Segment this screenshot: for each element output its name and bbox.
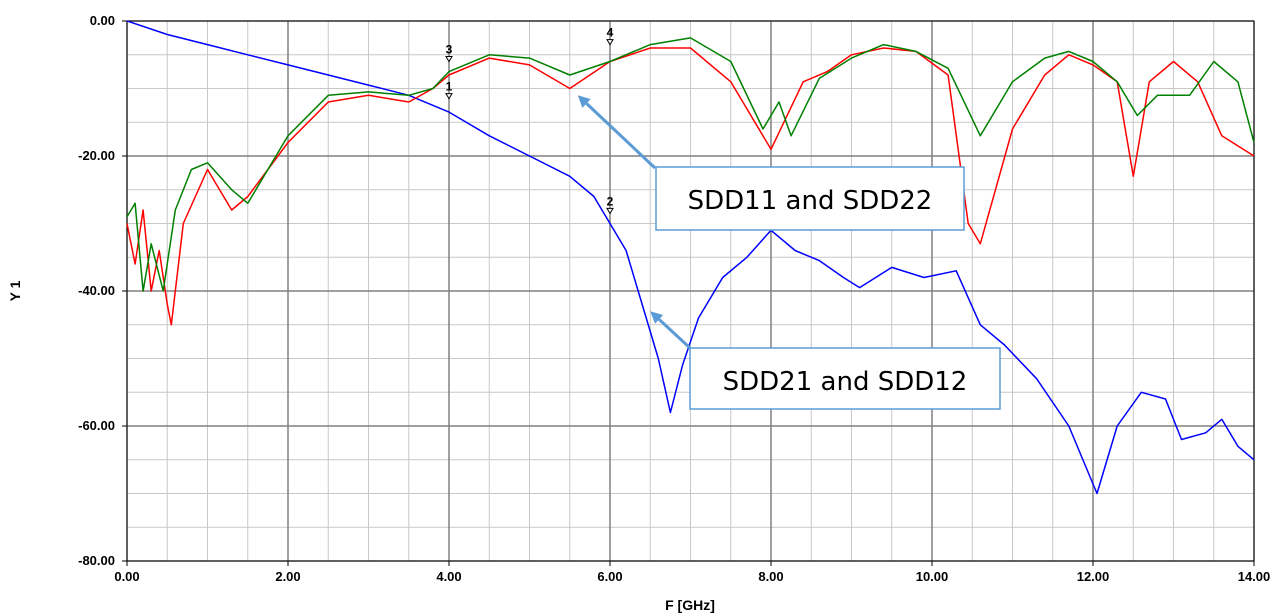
callout-arrowhead-1 bbox=[577, 95, 591, 108]
y-tick-label: -80.00 bbox=[78, 553, 115, 568]
marker-1-icon bbox=[445, 93, 453, 100]
x-tick-label: 6.00 bbox=[597, 569, 622, 584]
series-line-2 bbox=[126, 47, 1255, 326]
callout-arrow-2 bbox=[658, 318, 692, 350]
x-tick-label: 0.00 bbox=[114, 569, 139, 584]
marker-2-icon bbox=[606, 207, 614, 215]
x-tick-label: 14.00 bbox=[1238, 569, 1271, 584]
x-tick-label: 12.00 bbox=[1077, 569, 1110, 584]
x-tick-label: 4.00 bbox=[436, 569, 461, 584]
marker-3-icon bbox=[445, 56, 453, 63]
x-axis-ticks: 0.00 2.00 4.00 6.00 8.00 10.00 12.00 14.00 bbox=[114, 561, 1270, 584]
marker-4-icon bbox=[606, 39, 614, 46]
y-tick-label: -40.00 bbox=[78, 283, 115, 298]
x-tick-label: 10.00 bbox=[916, 569, 949, 584]
marker-layer: 1 2 3 4 bbox=[445, 26, 614, 215]
y-tick-label: 0.00 bbox=[90, 13, 115, 28]
callout-arrowhead-2 bbox=[650, 311, 664, 324]
y-axis-ticks: 0.00 -20.00 -40.00 -60.00 -80.00 bbox=[78, 13, 127, 568]
callout-text-2: SDD21 and SDD12 bbox=[723, 367, 968, 397]
x-axis-title: F [GHz] bbox=[665, 597, 715, 613]
callout-arrow-1 bbox=[585, 102, 657, 170]
y-axis-title: Y 1 bbox=[7, 280, 23, 301]
marker-3-label: 3 bbox=[446, 43, 453, 57]
x-tick-label: 2.00 bbox=[275, 569, 300, 584]
series-layer bbox=[126, 20, 1255, 495]
x-tick-label: 8.00 bbox=[758, 569, 783, 584]
callout-box-1 bbox=[655, 166, 965, 231]
marker-2-label: 2 bbox=[607, 194, 614, 208]
callout-box-2 bbox=[689, 347, 1001, 410]
callout-text-1: SDD11 and SDD22 bbox=[688, 186, 933, 216]
marker-4-label: 4 bbox=[607, 26, 614, 40]
marker-1-label: 1 bbox=[446, 80, 453, 94]
annotation-layer: SDD11 and SDD22 SDD21 and SDD12 bbox=[577, 95, 1001, 410]
y-tick-label: -20.00 bbox=[78, 148, 115, 163]
series-line-3 bbox=[126, 37, 1255, 292]
y-tick-label: -60.00 bbox=[78, 418, 115, 433]
